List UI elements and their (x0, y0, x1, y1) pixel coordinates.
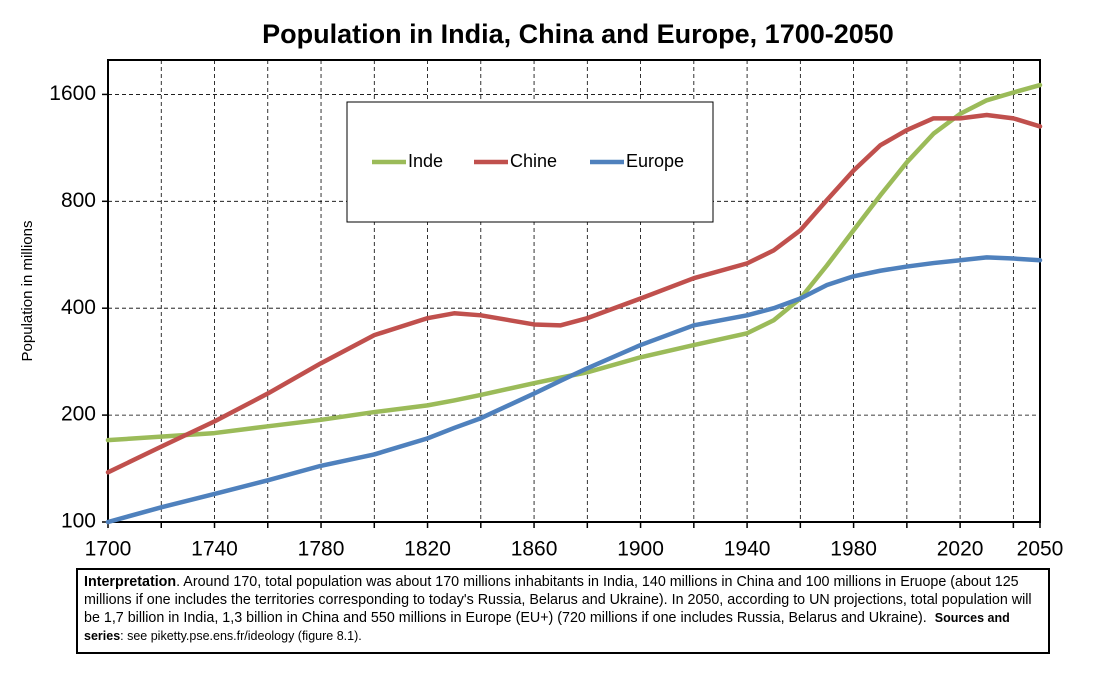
legend-label: Europe (626, 151, 684, 171)
x-tick-label: 1780 (298, 538, 345, 561)
sources-heading: Sources and series (84, 611, 1010, 643)
y-tick-label: 400 (61, 296, 96, 319)
x-tick-label: 1860 (511, 538, 558, 561)
x-tick-label: 1700 (85, 538, 132, 561)
x-tick-label: 2020 (937, 538, 984, 561)
x-tick-label: 2050 (1017, 538, 1064, 561)
series-line (105, 255, 1043, 525)
plot-frame (107, 59, 1041, 523)
note-text: . Around 170, total population was about… (84, 574, 1032, 626)
legend-label: Chine (510, 151, 557, 171)
x-tick-label: 1740 (191, 538, 238, 561)
legend-label: Inde (408, 151, 443, 171)
y-axis-label: Population in millions (19, 221, 36, 362)
y-tick-label: 100 (61, 510, 96, 533)
y-tick-label: 800 (61, 189, 96, 212)
legend-box (346, 101, 714, 223)
x-tick-label: 1900 (617, 538, 664, 561)
sources: Sources and series: see piketty.pse.ens.… (84, 611, 1010, 643)
note: Interpretation. Around 170, total popula… (76, 568, 1050, 654)
sources-text: : see piketty.pse.ens.fr/ideology (figur… (120, 629, 362, 643)
x-tick-label: 1820 (404, 538, 451, 561)
series-line (105, 112, 1043, 475)
y-tick-label: 1600 (49, 82, 96, 105)
chart: Population in India, China and Europe, 1… (19, 19, 1064, 561)
note-heading: Interpretation (84, 574, 177, 590)
chart-title: Population in India, China and Europe, 1… (262, 19, 894, 49)
series-line (105, 82, 1043, 443)
x-tick-label: 1980 (830, 538, 877, 561)
x-tick-label: 1940 (724, 538, 771, 561)
y-tick-label: 200 (61, 403, 96, 426)
